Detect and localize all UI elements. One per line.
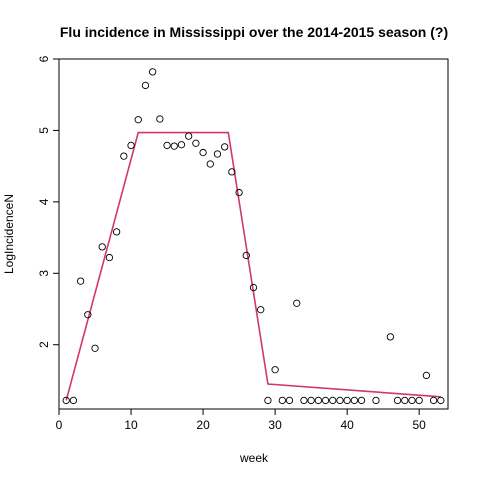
data-point [415, 396, 423, 405]
data-point [249, 283, 258, 292]
data-point [156, 115, 164, 123]
data-point [98, 243, 106, 251]
data-point [429, 396, 438, 405]
data-point [300, 396, 308, 405]
data-point [185, 132, 193, 140]
data-point [314, 396, 322, 405]
data-point [141, 81, 150, 90]
x-tick-label: 10 [124, 418, 138, 432]
data-point [213, 150, 222, 158]
data-point [134, 116, 142, 124]
data-point [293, 299, 301, 307]
data-point [120, 152, 128, 160]
fit-line [65, 131, 441, 401]
chart-title: Flu incidence in Mississippi over the 20… [60, 24, 448, 40]
data-point [192, 139, 200, 147]
data-point [148, 68, 157, 76]
y-tick-label: 5 [37, 127, 51, 134]
data-point [437, 396, 445, 405]
data-point [307, 396, 315, 405]
data-point [386, 333, 395, 341]
data-point [242, 251, 250, 260]
y-axis: 2 3 4 5 6 [37, 55, 60, 348]
data-point [206, 160, 214, 168]
x-tick-label: 40 [340, 418, 354, 432]
data-point [422, 371, 431, 380]
data-point [278, 396, 286, 405]
data-point [84, 311, 92, 319]
data-point [336, 396, 344, 405]
x-tick-label: 0 [56, 418, 63, 432]
data-point [228, 168, 236, 176]
data-point [163, 141, 171, 150]
y-axis-label: LogIncidenceN [2, 194, 16, 274]
data-point [285, 396, 294, 405]
data-point [170, 142, 178, 150]
data-point [69, 396, 78, 405]
data-point [91, 344, 99, 352]
data-point [393, 396, 402, 405]
data-point [321, 396, 330, 405]
data-point [112, 228, 121, 236]
data-point [271, 366, 279, 374]
y-tick-label: 2 [37, 341, 51, 348]
x-tick-label: 50 [413, 418, 427, 432]
data-point [257, 306, 265, 314]
data-point [343, 396, 351, 405]
data-point [329, 396, 337, 405]
data-point [357, 396, 366, 405]
data-point [264, 396, 272, 405]
y-tick-label: 4 [37, 198, 51, 205]
data-point [127, 141, 135, 150]
data-point [199, 148, 207, 157]
data-point [105, 253, 114, 262]
data-point [62, 396, 70, 405]
x-tick-label: 20 [196, 418, 210, 432]
x-tick-label: 30 [268, 418, 282, 432]
x-axis-label: week [239, 451, 269, 465]
data-point [221, 143, 229, 151]
y-tick-label: 6 [37, 55, 51, 62]
data-point [76, 277, 85, 285]
data-point [177, 141, 186, 149]
y-tick-label: 3 [37, 270, 51, 277]
data-point [235, 188, 243, 197]
data-point [372, 396, 380, 405]
data-point [401, 396, 409, 405]
x-axis: 0 10 20 30 40 50 [56, 408, 427, 432]
series-layer [62, 68, 445, 405]
data-point [350, 396, 359, 405]
data-point [408, 396, 416, 405]
